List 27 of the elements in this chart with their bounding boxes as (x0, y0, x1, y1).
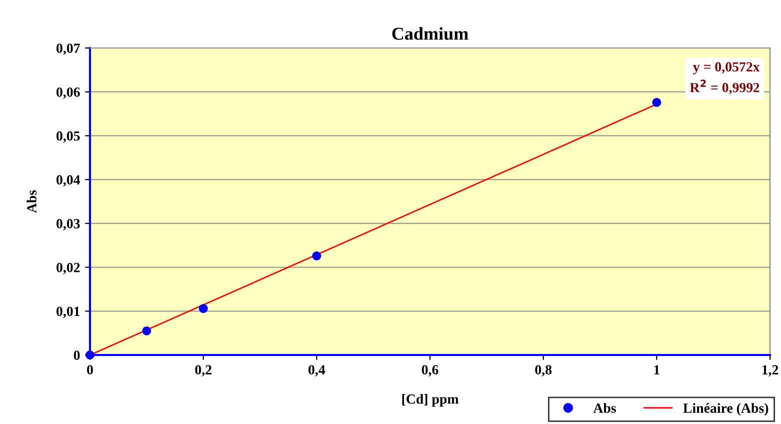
x-tick-label: 0,8 (535, 365, 552, 377)
y-tick-label: 0,05 (56, 131, 80, 143)
point (142, 326, 152, 336)
y-tick-label: 0,07 (56, 44, 80, 55)
x-tick-label: 1,2 (762, 365, 778, 377)
y-tick-label: 0,03 (56, 219, 80, 230)
y-tick-label: 0,04 (56, 175, 80, 187)
x-tick-label: 0 (87, 365, 93, 374)
y-tick-label: 0,01 (56, 306, 80, 318)
annotation: y = 0,0572x (692, 62, 760, 74)
x-tick-label: 0,4 (308, 365, 326, 377)
legend-label: Linéaire (Abs) (683, 403, 768, 416)
annotation: R$^{2}$ = 0,9992 (690, 80, 760, 94)
x-tick-label: 0,6 (422, 365, 438, 377)
x-tick-label: 1 (654, 365, 660, 374)
point (86, 350, 94, 360)
y-tick-label: 0,02 (56, 262, 80, 274)
x-tick-label: 0,2 (195, 365, 212, 377)
y-tick-label: 0 (74, 350, 80, 360)
x-axis-title: [Cd] ppm (402, 394, 459, 407)
point (198, 304, 208, 314)
y-tick-label: 0,06 (56, 87, 80, 99)
y-axis-title: Abs (26, 190, 36, 213)
point (312, 251, 322, 260)
legend-label: Abs (593, 403, 616, 413)
chart-title: Cadmium (392, 27, 468, 40)
point (652, 98, 662, 107)
